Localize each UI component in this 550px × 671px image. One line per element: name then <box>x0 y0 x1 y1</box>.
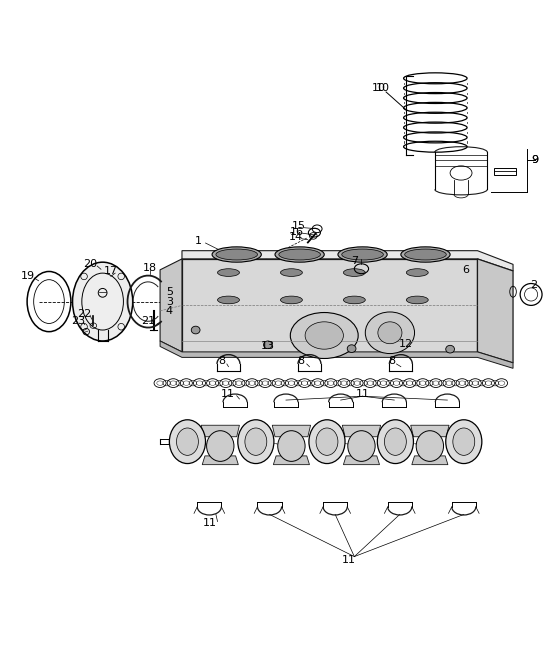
Ellipse shape <box>453 428 475 456</box>
Ellipse shape <box>263 341 272 349</box>
Ellipse shape <box>280 296 302 304</box>
Polygon shape <box>342 425 381 437</box>
Bar <box>405 300 430 319</box>
Ellipse shape <box>245 428 267 456</box>
Ellipse shape <box>275 247 324 262</box>
Text: 8: 8 <box>218 356 225 366</box>
Bar <box>405 272 430 292</box>
Text: 13: 13 <box>261 342 275 352</box>
Bar <box>217 272 240 292</box>
Ellipse shape <box>218 296 239 304</box>
Bar <box>342 300 366 319</box>
Text: 10: 10 <box>372 83 386 93</box>
Polygon shape <box>273 456 310 464</box>
Ellipse shape <box>290 313 358 358</box>
Ellipse shape <box>377 420 414 464</box>
Text: 20: 20 <box>84 260 98 269</box>
Text: 11: 11 <box>342 555 356 565</box>
Text: 15: 15 <box>292 221 306 231</box>
Ellipse shape <box>342 249 383 260</box>
Ellipse shape <box>191 326 200 334</box>
Polygon shape <box>160 341 513 368</box>
Text: 6: 6 <box>462 265 469 275</box>
Bar <box>279 272 304 292</box>
Ellipse shape <box>446 346 454 353</box>
Text: 8: 8 <box>298 356 305 366</box>
Bar <box>217 300 240 319</box>
Text: 16: 16 <box>290 227 304 237</box>
Ellipse shape <box>405 249 446 260</box>
Polygon shape <box>182 259 477 352</box>
Bar <box>494 168 516 175</box>
Text: 3: 3 <box>167 297 173 307</box>
Ellipse shape <box>338 247 387 262</box>
Text: 12: 12 <box>399 340 414 350</box>
Ellipse shape <box>279 249 321 260</box>
Text: 19: 19 <box>20 271 35 281</box>
Ellipse shape <box>406 269 428 276</box>
Ellipse shape <box>305 322 343 349</box>
Polygon shape <box>160 259 182 352</box>
Bar <box>279 300 304 319</box>
Text: 11: 11 <box>202 518 216 528</box>
Ellipse shape <box>406 296 428 304</box>
Polygon shape <box>272 425 311 437</box>
Ellipse shape <box>218 269 239 276</box>
Text: 23: 23 <box>71 316 85 325</box>
Ellipse shape <box>216 249 257 260</box>
Ellipse shape <box>416 431 443 462</box>
Ellipse shape <box>446 420 482 464</box>
Text: 4: 4 <box>166 306 172 316</box>
Polygon shape <box>411 425 449 437</box>
Text: 5: 5 <box>167 287 173 297</box>
Ellipse shape <box>280 269 302 276</box>
Text: 7: 7 <box>351 256 358 266</box>
Ellipse shape <box>347 345 356 352</box>
Text: 18: 18 <box>143 262 157 272</box>
Ellipse shape <box>207 431 234 462</box>
Polygon shape <box>343 456 379 464</box>
Ellipse shape <box>238 420 274 464</box>
Ellipse shape <box>365 312 415 354</box>
Text: 11: 11 <box>221 389 234 399</box>
Text: 14: 14 <box>289 232 303 242</box>
Text: 21: 21 <box>141 316 155 325</box>
Ellipse shape <box>278 431 305 462</box>
Ellipse shape <box>73 262 133 341</box>
Ellipse shape <box>169 420 206 464</box>
Ellipse shape <box>384 428 406 456</box>
Polygon shape <box>412 456 448 464</box>
Text: 17: 17 <box>104 266 118 276</box>
Text: 8: 8 <box>388 356 395 366</box>
Ellipse shape <box>212 247 261 262</box>
Ellipse shape <box>177 428 199 456</box>
Text: 9: 9 <box>531 156 538 165</box>
Polygon shape <box>202 456 238 464</box>
Text: 9: 9 <box>531 156 538 165</box>
Bar <box>184 289 194 296</box>
Ellipse shape <box>309 420 345 464</box>
Polygon shape <box>182 251 513 271</box>
Text: 11: 11 <box>355 389 370 399</box>
Text: 22: 22 <box>78 309 92 319</box>
Ellipse shape <box>378 322 402 344</box>
Ellipse shape <box>401 247 450 262</box>
Bar <box>342 272 366 292</box>
Polygon shape <box>477 259 513 363</box>
Ellipse shape <box>348 431 375 462</box>
Text: 1: 1 <box>195 236 202 246</box>
Polygon shape <box>201 425 239 437</box>
Text: 2: 2 <box>530 280 537 290</box>
Ellipse shape <box>343 269 365 276</box>
Ellipse shape <box>316 428 338 456</box>
Ellipse shape <box>343 296 365 304</box>
Text: 10: 10 <box>376 83 390 93</box>
